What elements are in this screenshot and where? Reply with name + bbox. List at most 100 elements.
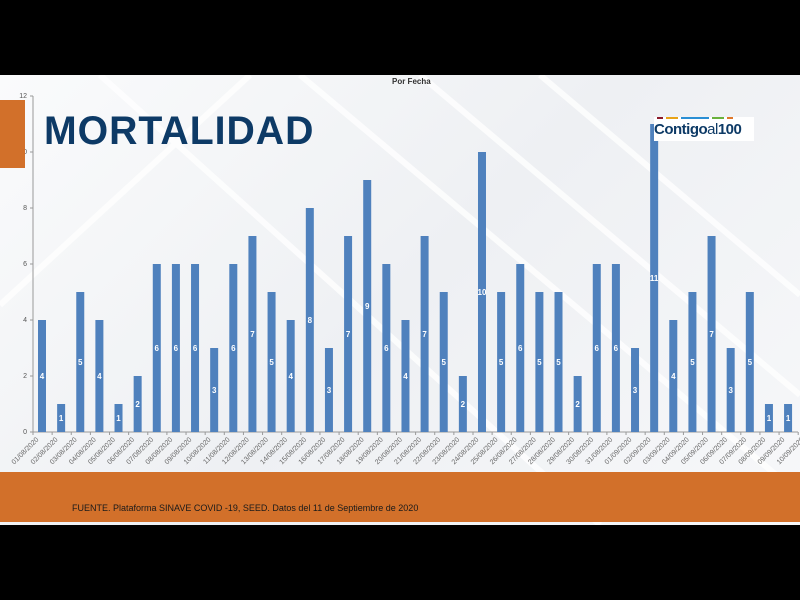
- bar-data-label: 5: [269, 358, 274, 367]
- bar: [38, 320, 46, 432]
- bar: [171, 264, 180, 432]
- logo-bar: [657, 117, 663, 119]
- bar: [57, 404, 66, 432]
- logo-text-al: al: [707, 121, 718, 138]
- bar-data-label: 3: [327, 386, 332, 395]
- bar-data-label: 3: [212, 386, 217, 395]
- footer-band: FUENTE. Plataforma SINAVE COVID -19, SEE…: [0, 472, 800, 522]
- bar: [248, 236, 257, 432]
- bar: [784, 404, 793, 432]
- bar-data-label: 6: [193, 344, 198, 353]
- bar: [191, 264, 200, 432]
- bar-data-label: 4: [288, 372, 293, 381]
- bar: [669, 320, 678, 432]
- accent-block: [0, 100, 25, 168]
- logo-bar: [727, 117, 733, 119]
- bar-data-label: 5: [78, 358, 83, 367]
- bar-data-label: 6: [174, 344, 179, 353]
- bar-data-label: 6: [595, 344, 600, 353]
- bar-data-label: 7: [422, 330, 427, 339]
- y-tick-label: 12: [19, 93, 27, 100]
- bar-data-label: 1: [767, 414, 772, 423]
- bar-data-label: 11: [650, 274, 659, 283]
- bar-data-label: 4: [671, 372, 676, 381]
- bar-data-label: 2: [461, 400, 466, 409]
- y-tick-label: 8: [23, 205, 27, 212]
- bar: [477, 152, 486, 432]
- y-tick-label: 0: [23, 429, 27, 436]
- y-tick-label: 6: [23, 261, 27, 268]
- bar-data-label: 5: [690, 358, 695, 367]
- bar: [133, 376, 142, 432]
- bar-data-label: 2: [575, 400, 580, 409]
- chart-title: Por Fecha: [392, 77, 431, 86]
- bar: [401, 320, 410, 432]
- bar-data-label: 2: [135, 400, 140, 409]
- bar-data-label: 7: [346, 330, 351, 339]
- bar-data-label: 7: [250, 330, 255, 339]
- slide-title: MORTALIDAD: [44, 109, 315, 153]
- bar: [286, 320, 295, 432]
- bar-data-label: 4: [97, 372, 102, 381]
- bar-data-label: 8: [308, 316, 313, 325]
- bar: [650, 124, 659, 432]
- bar-data-label: 5: [556, 358, 561, 367]
- bar: [554, 292, 563, 432]
- bar-data-label: 3: [633, 386, 638, 395]
- bar: [631, 348, 640, 432]
- bar-data-label: 5: [537, 358, 542, 367]
- bar: [267, 292, 276, 432]
- logo-bar: [681, 117, 709, 119]
- bar: [458, 376, 467, 432]
- bar: [726, 348, 735, 432]
- bar: [152, 264, 161, 432]
- bar-chart: 0246810124154126663675483796475210565526…: [11, 93, 800, 466]
- bar-data-label: 5: [748, 358, 753, 367]
- bar: [439, 292, 448, 432]
- bar-data-label: 9: [365, 302, 370, 311]
- bar-data-label: 1: [116, 414, 121, 423]
- contigo-al-100-logo: Contigoal100: [654, 117, 754, 141]
- logo-bar: [666, 117, 678, 119]
- bar-data-label: 6: [155, 344, 160, 353]
- bar-data-label: 10: [478, 288, 487, 297]
- bar-data-label: 1: [786, 414, 791, 423]
- bar: [76, 292, 85, 432]
- y-tick-label: 4: [23, 317, 27, 324]
- bar: [497, 292, 506, 432]
- bar-data-label: 6: [614, 344, 619, 353]
- bar: [420, 236, 429, 432]
- logo-color-bars: [657, 117, 754, 119]
- logo-bar: [712, 117, 724, 119]
- bar: [210, 348, 219, 432]
- bar-data-label: 5: [442, 358, 447, 367]
- bar: [535, 292, 544, 432]
- bar-data-label: 4: [403, 372, 408, 381]
- bar: [764, 404, 773, 432]
- bar: [688, 292, 697, 432]
- bar-data-label: 3: [728, 386, 733, 395]
- bar: [229, 264, 238, 432]
- bar-data-label: 5: [499, 358, 504, 367]
- bar-data-label: 6: [231, 344, 236, 353]
- bar: [382, 264, 391, 432]
- bar: [516, 264, 525, 432]
- source-note: FUENTE. Plataforma SINAVE COVID -19, SEE…: [72, 503, 419, 513]
- bar-data-label: 6: [384, 344, 389, 353]
- bar-data-label: 4: [40, 372, 45, 381]
- bar: [707, 236, 716, 432]
- bar: [324, 348, 333, 432]
- bar-data-label: 6: [518, 344, 523, 353]
- bar-data-label: 1: [59, 414, 64, 423]
- slide: 0246810124154126663675483796475210565526…: [0, 75, 800, 525]
- bar: [363, 180, 372, 432]
- bar: [114, 404, 123, 432]
- logo-text: Contigo: [654, 121, 708, 138]
- bar: [305, 208, 314, 432]
- bar: [611, 264, 620, 432]
- bar: [592, 264, 601, 432]
- bar: [745, 292, 754, 432]
- bar: [95, 320, 104, 432]
- bar-data-label: 7: [709, 330, 714, 339]
- bar: [573, 376, 582, 432]
